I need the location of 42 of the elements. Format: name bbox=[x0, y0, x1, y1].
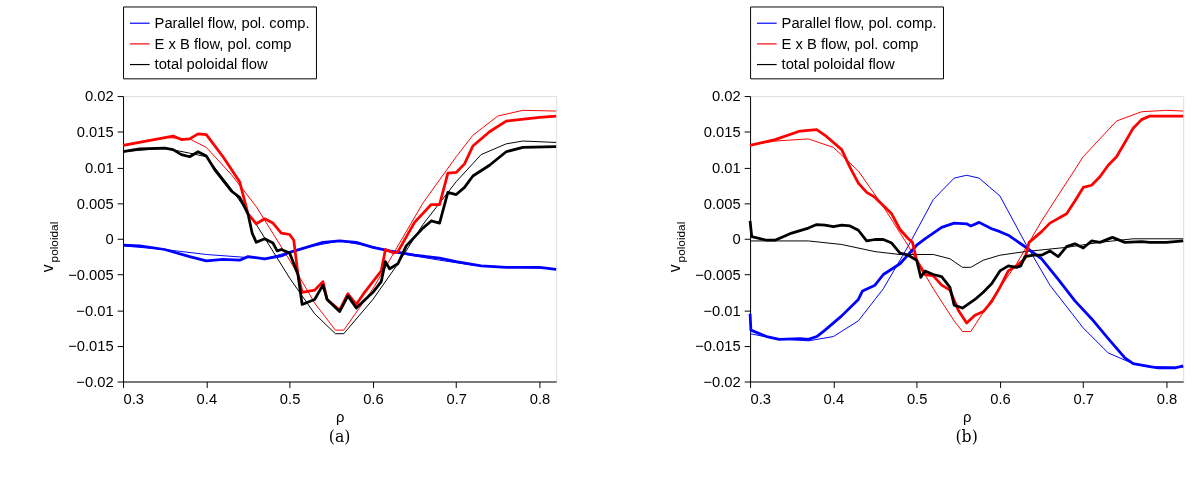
y-tick-label: 0.02 bbox=[712, 88, 741, 105]
x-tick-label: 0.6 bbox=[363, 390, 384, 407]
x-tick-label: 0.7 bbox=[1073, 390, 1094, 407]
y-axis-title: vpoloidal bbox=[39, 221, 62, 273]
x-tick-label: 0.3 bbox=[123, 390, 145, 407]
text: (a) bbox=[328, 426, 351, 446]
y-tick-label: −0.005 bbox=[695, 266, 741, 283]
legend-label: E x B flow, pol. comp bbox=[154, 35, 292, 52]
x-tick-label: 0.3 bbox=[750, 390, 772, 407]
y-axis-title: vpoloidal bbox=[666, 221, 689, 273]
legend-label: Parallel flow, pol. comp. bbox=[781, 15, 937, 32]
y-tick-label: 0.005 bbox=[76, 195, 114, 212]
y-tick-label: −0.01 bbox=[703, 302, 741, 319]
x-tick-label: 0.6 bbox=[990, 390, 1011, 407]
y-tick-label: −0.01 bbox=[76, 302, 114, 319]
legend-label: Parallel flow, pol. comp. bbox=[154, 15, 310, 32]
y-tick-label: 0.005 bbox=[703, 195, 741, 212]
x-tick-label: 0.7 bbox=[446, 390, 467, 407]
x-tick-label: 0.4 bbox=[823, 390, 845, 407]
text: (b) bbox=[955, 426, 978, 446]
y-tick-label: 0.01 bbox=[712, 159, 741, 176]
y-tick-label: 0 bbox=[105, 231, 114, 248]
y-tick-label: 0.02 bbox=[84, 88, 114, 105]
x-tick-label: 0.8 bbox=[529, 390, 551, 407]
y-tick-label: 0 bbox=[732, 231, 741, 248]
legend-label: total poloidal flow bbox=[154, 56, 269, 73]
x-tick-label: 0.8 bbox=[1156, 390, 1178, 407]
x-tick-label: 0.5 bbox=[906, 390, 928, 407]
y-tick-label: 0.015 bbox=[76, 124, 114, 141]
x-tick-label: 0.4 bbox=[196, 390, 218, 407]
y-tick-label: 0.01 bbox=[84, 159, 114, 176]
legend-label: E x B flow, pol. comp bbox=[781, 35, 919, 52]
legend-label: total poloidal flow bbox=[781, 56, 896, 73]
y-tick-label: −0.015 bbox=[695, 338, 741, 355]
y-tick-label: −0.02 bbox=[703, 373, 741, 390]
x-axis-title: ρ bbox=[335, 409, 345, 426]
x-axis-title: ρ bbox=[962, 409, 972, 426]
x-tick-label: 0.5 bbox=[279, 390, 301, 407]
y-tick-label: −0.005 bbox=[68, 266, 114, 283]
y-tick-label: −0.015 bbox=[68, 338, 114, 355]
y-tick-label: −0.02 bbox=[76, 373, 114, 390]
y-tick-label: 0.015 bbox=[703, 124, 741, 141]
